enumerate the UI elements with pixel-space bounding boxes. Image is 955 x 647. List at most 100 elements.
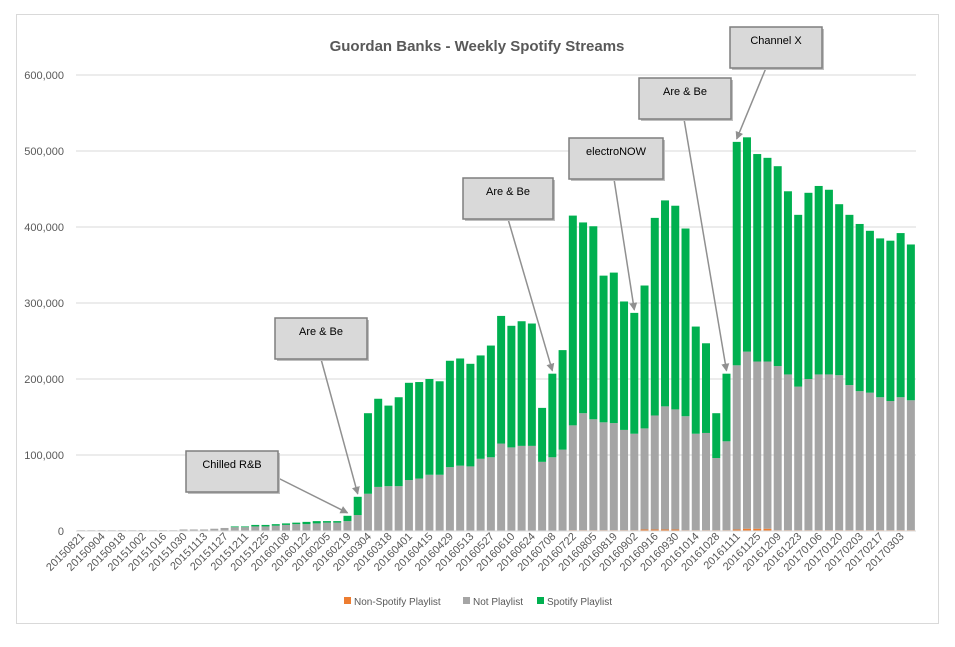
bar-not-playlist <box>722 441 731 531</box>
bar-non-spotify-playlist <box>661 529 670 531</box>
bar-not-playlist <box>855 391 864 531</box>
bar-not-playlist <box>497 443 506 531</box>
bar-not-playlist <box>691 433 700 531</box>
bar-not-playlist <box>886 401 895 531</box>
bar-not-playlist <box>322 522 331 531</box>
legend-label: Non-Spotify Playlist <box>354 597 441 608</box>
bar-not-playlist <box>814 374 823 531</box>
bar-spotify-playlist <box>363 413 372 494</box>
bar-not-playlist <box>312 523 321 531</box>
callout-label: Chilled R&B <box>202 459 261 471</box>
bar-not-playlist <box>568 425 577 531</box>
x-axis-tick-labels: 2015082120150904201509182015100220151016… <box>44 531 907 574</box>
bar-spotify-playlist <box>476 355 485 459</box>
y-tick-label: 500,000 <box>24 146 64 158</box>
bar-spotify-playlist <box>435 381 444 475</box>
bar-not-playlist <box>456 465 465 531</box>
bar-not-playlist <box>220 527 229 531</box>
bar-not-playlist <box>671 409 680 530</box>
callout-label: electroNOW <box>586 146 647 158</box>
bar-spotify-playlist <box>404 382 413 481</box>
bar-not-playlist <box>742 351 751 529</box>
bar-spotify-playlist <box>620 301 629 430</box>
bar-spotify-playlist <box>466 363 475 467</box>
bar-spotify-playlist <box>517 321 526 446</box>
bar-not-playlist <box>599 422 608 531</box>
bar-spotify-playlist <box>794 214 803 387</box>
bar-not-playlist <box>241 527 250 531</box>
bar-not-playlist <box>579 413 588 531</box>
bar-spotify-playlist <box>886 240 895 402</box>
bar-spotify-playlist <box>783 191 792 375</box>
bar-spotify-playlist <box>722 373 731 442</box>
callout-label: Are & Be <box>663 86 707 98</box>
bar-not-playlist <box>835 375 844 531</box>
bar-spotify-playlist <box>742 137 751 352</box>
callout-label: Are & Be <box>486 186 530 198</box>
bar-not-playlist <box>609 423 618 531</box>
bar-not-playlist <box>507 447 516 531</box>
callout-background <box>568 137 664 180</box>
bar-spotify-playlist <box>384 405 393 487</box>
bar-not-playlist <box>640 428 649 530</box>
bar-not-playlist <box>363 493 372 531</box>
bar-not-playlist <box>702 432 710 531</box>
bar-not-playlist <box>906 400 915 531</box>
callout-arrow <box>613 178 638 311</box>
bar-spotify-playlist <box>292 522 301 525</box>
callout-arrow <box>683 118 730 372</box>
bar-not-playlist <box>210 528 219 531</box>
bar-spotify-playlist <box>804 192 813 379</box>
bar-not-playlist <box>486 457 495 531</box>
bar-spotify-playlist <box>855 223 864 392</box>
bar-not-playlist <box>896 397 905 531</box>
y-tick-label: 400,000 <box>24 222 64 234</box>
bar-spotify-playlist <box>906 244 915 401</box>
bar-spotify-playlist <box>671 205 680 410</box>
bar-spotify-playlist <box>445 360 454 468</box>
bar-not-playlist <box>804 379 813 531</box>
bar-spotify-playlist <box>507 325 516 448</box>
callout-background <box>274 317 368 360</box>
bar-not-playlist <box>200 529 209 531</box>
bar-not-playlist <box>824 374 833 531</box>
bar-non-spotify-playlist <box>742 528 751 531</box>
bar-not-playlist <box>661 406 670 530</box>
bar-spotify-playlist <box>312 521 321 524</box>
bar-not-playlist <box>261 526 270 531</box>
bar-spotify-playlist <box>896 233 905 398</box>
bars <box>77 137 915 531</box>
bar-spotify-playlist <box>548 373 557 458</box>
bar-non-spotify-playlist <box>732 529 741 531</box>
bar-spotify-playlist <box>835 204 844 376</box>
legend: Non-Spotify Playlist Not Playlist Spotify … <box>344 597 612 608</box>
bar-spotify-playlist <box>343 515 352 522</box>
bar-not-playlist <box>292 524 301 531</box>
bar-spotify-playlist <box>302 521 311 525</box>
bar-spotify-playlist <box>732 141 741 366</box>
bar-non-spotify-playlist <box>671 529 680 531</box>
bar-spotify-playlist <box>322 521 331 523</box>
bar-spotify-playlist <box>630 312 639 434</box>
bar-not-playlist <box>876 397 885 531</box>
bar-not-playlist <box>343 521 352 531</box>
bar-spotify-playlist <box>579 222 588 414</box>
bar-spotify-playlist <box>599 275 608 423</box>
bar-spotify-playlist <box>763 157 772 362</box>
callout-arrow <box>735 67 767 140</box>
bar-not-playlist <box>271 525 280 531</box>
bar-spotify-playlist <box>415 382 424 479</box>
bar-spotify-playlist <box>486 345 495 458</box>
legend-swatch <box>463 597 470 604</box>
bar-not-playlist <box>425 474 434 531</box>
bar-not-playlist <box>445 467 454 531</box>
bar-spotify-playlist <box>876 238 885 398</box>
bar-spotify-playlist <box>241 526 250 528</box>
bar-not-playlist <box>548 457 557 531</box>
bar-not-playlist <box>558 449 567 531</box>
legend-swatch <box>344 597 351 604</box>
bar-spotify-playlist <box>589 226 598 420</box>
callout-background <box>185 450 279 493</box>
bar-spotify-playlist <box>558 350 567 450</box>
bar-spotify-playlist <box>271 524 280 526</box>
